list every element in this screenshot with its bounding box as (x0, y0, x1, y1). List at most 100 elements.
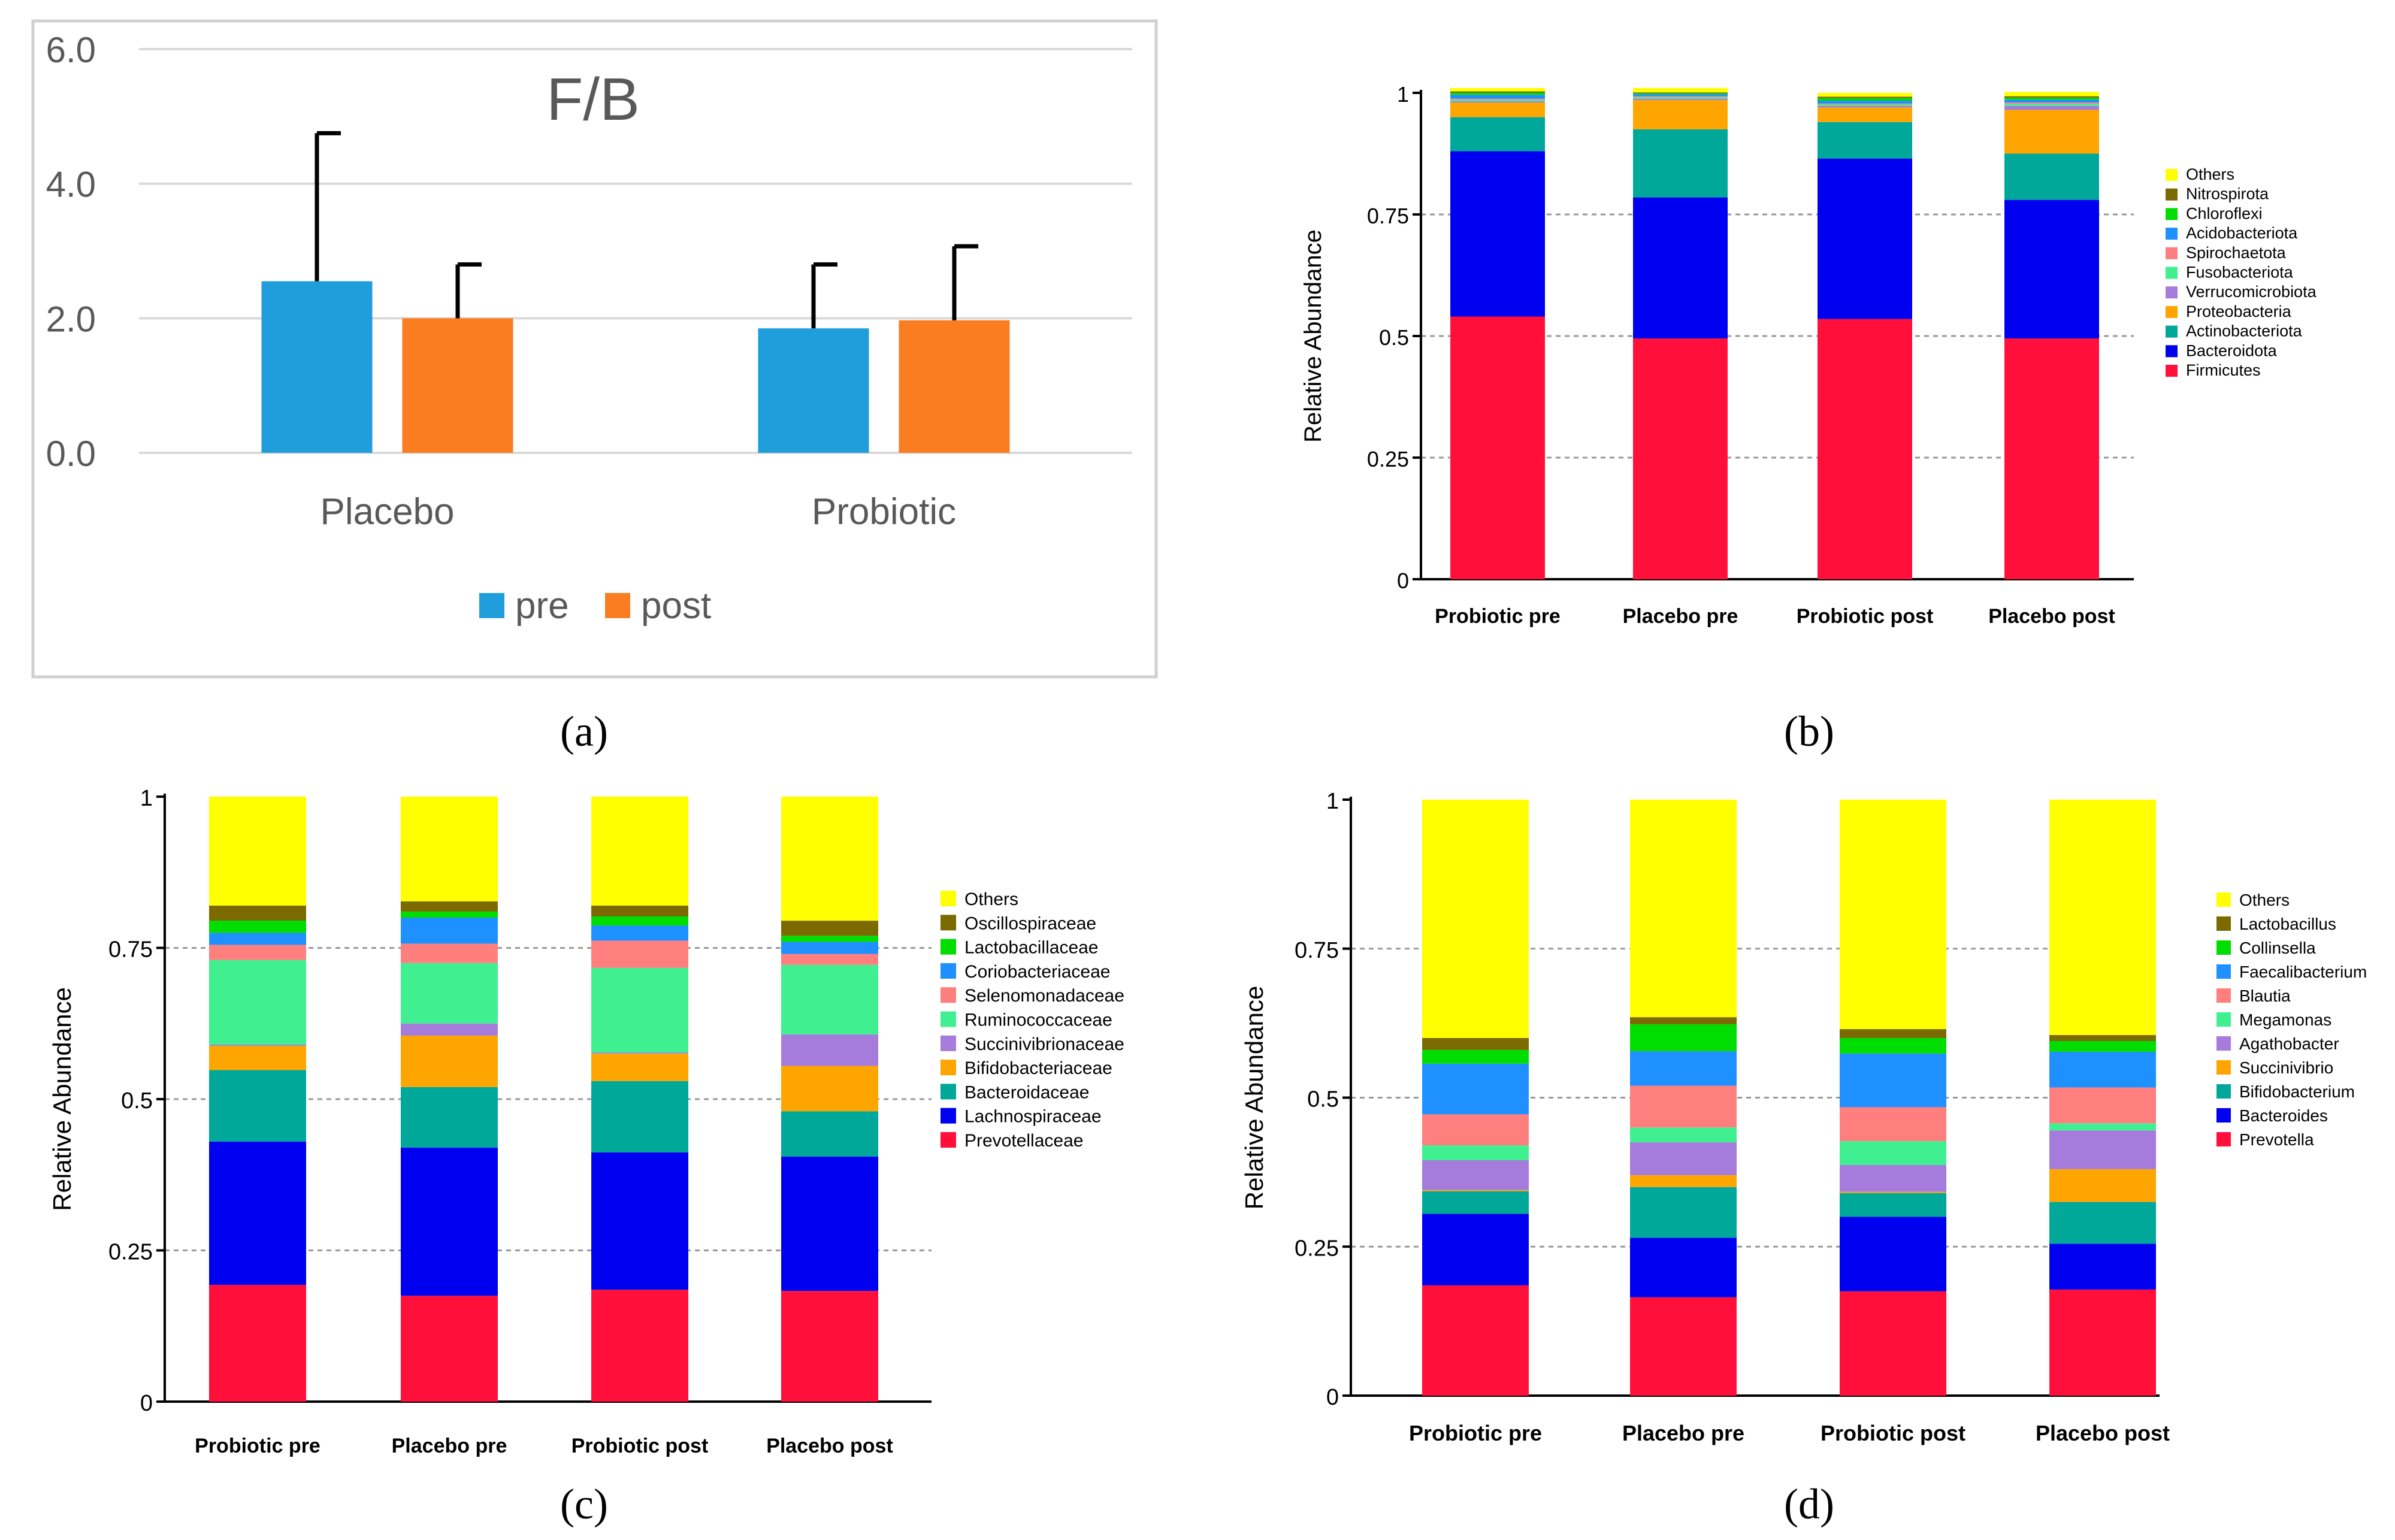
bar-segment (1422, 1285, 1529, 1396)
y-tick-label: 0.5 (121, 1088, 153, 1114)
bar-segment (2004, 105, 2099, 110)
legend-label: Megamonas (2239, 1010, 2332, 1029)
legend-swatch (605, 593, 630, 618)
bar-segment (1450, 87, 1545, 92)
legend-swatch (2166, 365, 2178, 377)
y-tick-label: 1 (1326, 789, 1339, 814)
bar-segment (781, 1034, 878, 1066)
bar-segment (209, 945, 306, 960)
bar-segment (401, 911, 498, 918)
bar-segment (1840, 1053, 1946, 1108)
legend-label: Coriobacteriaceae (964, 962, 1110, 982)
category-label: Probiotic post (1797, 605, 1934, 628)
legend-swatch (941, 915, 956, 931)
bar-segment (1422, 800, 1529, 1038)
bar-segment (1633, 96, 1728, 98)
bar-segment (591, 1290, 688, 1402)
bar-segment (1630, 1024, 1737, 1051)
category-label: Placebo (320, 491, 454, 533)
legend-label: Bacteroides (2239, 1106, 2328, 1125)
legend-label: Others (2186, 165, 2234, 183)
bar-segment (591, 916, 688, 926)
legend-label: Bifidobacterium (2239, 1082, 2355, 1101)
bar-segment (1633, 338, 1728, 579)
category-label: Probiotic (812, 491, 956, 533)
bar-segment (1840, 1029, 1946, 1038)
bar-segment (1450, 93, 1545, 95)
bar-segment (1633, 94, 1728, 96)
legend-label: Oscillospiraceae (964, 913, 1096, 933)
legend-label: Actinobacteriota (2186, 322, 2303, 340)
legend-swatch (2216, 1036, 2231, 1051)
legend-swatch (2216, 988, 2231, 1003)
bar-segment (1630, 1051, 1737, 1086)
legend-swatch (941, 1084, 956, 1100)
bar-segment (401, 1147, 498, 1296)
y-tick-label: 0.25 (108, 1240, 153, 1265)
y-tick-label: 6.0 (46, 30, 96, 70)
bar-segment (401, 901, 498, 912)
legend-label: Lactobacillus (2239, 915, 2336, 933)
legend-swatch (2216, 892, 2231, 907)
bar-segment (401, 1023, 498, 1036)
legend-label: Bacteroidota (2186, 341, 2278, 359)
bar-segment (2049, 1035, 2156, 1041)
bar-segment (1630, 1187, 1737, 1238)
legend-label: Others (964, 889, 1018, 909)
bar-segment (1450, 98, 1545, 100)
legend-swatch (2166, 345, 2178, 358)
legend-swatch (941, 1132, 956, 1148)
bar-segment (1422, 1145, 1529, 1160)
bar-segment (2049, 1051, 2156, 1088)
panel-c: 0 0.25 0.5 0.75 1 Relative Abundance Probiotic… (48, 786, 1124, 1528)
bar-segment (1450, 99, 1545, 101)
bar-segment (1633, 93, 1728, 95)
legend-swatch (2166, 247, 2178, 259)
legend-label: Lactobacillaceae (964, 938, 1099, 958)
bar-segment (2004, 92, 2099, 96)
bar-segment (2004, 338, 2099, 579)
chart-title: F/B (546, 66, 640, 133)
bar-segment (591, 1152, 688, 1290)
legend-label: pre (515, 585, 569, 627)
category-label: Probiotic pre (1409, 1421, 1542, 1445)
bar-segment (1818, 98, 1912, 101)
bar-segment (1840, 1191, 1946, 1193)
bar-segment (2004, 110, 2099, 154)
bar-segment (1818, 319, 1912, 579)
bar-segment (209, 1285, 306, 1402)
y-tick-label: 0.25 (1295, 1236, 1339, 1261)
bar-segment (209, 1046, 306, 1070)
bar-segment (1630, 1297, 1737, 1396)
bar-segment (591, 940, 688, 968)
bar-segment (1840, 1107, 1946, 1142)
category-label: Probiotic pre (195, 1435, 320, 1457)
bar-segment (209, 921, 306, 933)
legend-label: Others (2239, 891, 2290, 909)
y-tick-label: 0.75 (1295, 938, 1339, 963)
bar-segment (1818, 104, 1912, 106)
category-label: Probiotic post (571, 1435, 709, 1457)
bar-segment (209, 1141, 306, 1285)
y-tick-label: 0 (1326, 1385, 1339, 1410)
category-label: Placebo pre (1622, 1421, 1744, 1445)
bar-segment (1818, 93, 1912, 97)
y-tick-label: 0.75 (1367, 204, 1409, 228)
bar-segment (1840, 1038, 1946, 1054)
bar-segment (209, 960, 306, 1045)
legend-label: Fusobacteriota (2186, 264, 2294, 282)
legend-swatch (2166, 188, 2178, 201)
category-label: Probiotic post (1821, 1421, 1965, 1445)
bar-segment (1422, 1160, 1529, 1190)
bar-segment (1450, 316, 1545, 579)
category-label: Placebo pre (392, 1435, 507, 1457)
bar-segment (401, 797, 498, 901)
bar-segment (2049, 1123, 2156, 1131)
bar-segment (209, 797, 306, 906)
bar (899, 320, 1010, 453)
legend-label: Succinivibrio (2239, 1058, 2333, 1077)
bar-segment (209, 1045, 306, 1046)
bar-segment (2049, 1040, 2156, 1052)
category-label: Placebo post (1988, 605, 2115, 628)
y-tick-label: 0 (140, 1391, 153, 1416)
